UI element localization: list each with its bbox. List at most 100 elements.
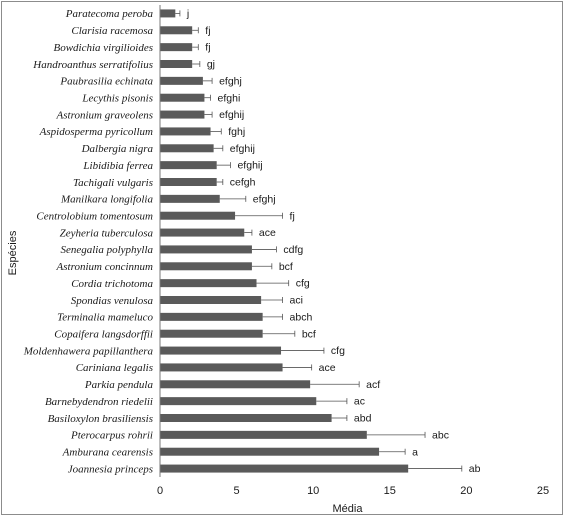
bar — [160, 380, 311, 389]
significance-label: bcf — [279, 261, 293, 273]
x-tick-label: 0 — [157, 485, 163, 497]
error-bar — [210, 128, 222, 135]
error-bar — [366, 431, 426, 438]
category-label: Paratecoma peroba — [65, 8, 154, 20]
significance-label: a — [412, 446, 418, 458]
significance-label: ac — [354, 396, 365, 408]
bar — [160, 9, 176, 18]
bar — [160, 262, 252, 271]
error-bar — [204, 111, 213, 118]
error-bar — [192, 27, 199, 34]
category-label: Handroanthus serratifolius — [32, 59, 153, 71]
x-axis-label: Média — [333, 503, 364, 515]
significance-label: fj — [205, 42, 210, 54]
error-bar — [310, 381, 360, 388]
bar — [160, 430, 367, 439]
error-bar — [262, 330, 296, 337]
bar — [160, 296, 262, 304]
category-label: Cordia trichotoma — [71, 278, 153, 290]
significance-label: abc — [432, 429, 449, 441]
category-label: Cariniana legalis — [76, 362, 153, 374]
bar — [160, 464, 409, 473]
bar — [160, 312, 263, 321]
significance-label: aci — [290, 295, 303, 307]
significance-label: cefgh — [230, 177, 256, 189]
category-label: Basiloxylon brasiliensis — [48, 413, 153, 425]
bar — [160, 60, 193, 68]
error-bar — [408, 465, 463, 472]
bar — [160, 26, 193, 35]
significance-label: efghij — [230, 143, 255, 155]
error-bar — [251, 246, 277, 253]
error-bar — [192, 61, 201, 67]
category-label: Centrolobium tomentosum — [36, 211, 153, 223]
error-bar — [262, 313, 283, 320]
bar — [160, 93, 205, 102]
category-label: Spondias venulosa — [71, 295, 154, 307]
bar — [160, 161, 217, 170]
category-label: Astronium concinnum — [56, 261, 153, 273]
bar — [160, 245, 252, 254]
y-axis-label: Espécies — [7, 230, 19, 275]
error-bar — [281, 347, 325, 354]
error-bar — [316, 398, 348, 405]
x-tick-label: 20 — [460, 485, 472, 497]
bar — [160, 228, 245, 237]
category-label: Parkia pendula — [84, 379, 154, 391]
significance-label: cdfg — [283, 244, 303, 256]
error-bar — [331, 415, 348, 421]
category-label: Pterocarpus rohrii — [70, 430, 153, 442]
error-bar — [204, 94, 211, 101]
category-label: Amburana cearensis — [62, 447, 153, 459]
significance-label: abd — [354, 413, 372, 425]
bar — [160, 144, 214, 153]
error-bar — [282, 364, 313, 371]
category-label: Senegalia polyphylla — [60, 244, 153, 256]
significance-label: ab — [469, 463, 481, 475]
bar — [160, 110, 205, 119]
category-labels: Paratecoma peroba Clarisia racemosa Bowdic… — [23, 8, 154, 475]
bar — [160, 178, 217, 186]
x-tick-label: 25 — [537, 485, 549, 497]
error-bar — [213, 145, 224, 152]
error-bar — [251, 263, 273, 270]
significance-label: acf — [366, 379, 380, 391]
category-label: Libidibia ferrea — [82, 160, 153, 172]
significance-label: abch — [290, 311, 313, 323]
significance-label: fj — [290, 210, 295, 222]
error-bar — [175, 10, 181, 17]
bar — [160, 397, 317, 406]
x-tick-label: 15 — [384, 485, 396, 497]
category-label: Paubrasilia echinata — [59, 76, 153, 88]
significance-label: efghj — [219, 75, 242, 87]
x-tick-label: 5 — [234, 485, 240, 497]
significance-label: fj — [205, 25, 210, 37]
error-bar — [192, 44, 199, 51]
bar — [160, 346, 282, 355]
error-bar — [235, 212, 283, 219]
significance-label: efghij — [219, 109, 244, 121]
significance-label: cfg — [331, 345, 345, 357]
bar — [160, 363, 283, 372]
significance-label: ace — [319, 362, 336, 374]
error-bar — [202, 77, 213, 84]
error-bar — [219, 195, 247, 202]
significance-label: gj — [207, 59, 215, 71]
x-tick-label: 10 — [307, 485, 319, 497]
category-label: Joannesia princeps — [68, 463, 153, 475]
category-label: Aspidosperma pyricollum — [39, 126, 153, 138]
error-bar — [379, 448, 406, 455]
category-label: Tachigali vulgaris — [73, 177, 153, 189]
bar — [160, 127, 211, 136]
significance-label: j — [186, 8, 189, 20]
error-bar — [261, 297, 283, 303]
category-label: Barnebydendron riedelii — [45, 396, 153, 408]
category-label: Bowdichia virgilioides — [54, 42, 154, 54]
significance-label: efghi — [218, 92, 241, 104]
significance-label: bcf — [302, 328, 316, 340]
category-label: Dalbergia nigra — [81, 143, 154, 155]
bar — [160, 194, 220, 203]
bar — [160, 279, 257, 288]
significance-label: efghij — [237, 160, 262, 172]
bar — [160, 414, 332, 422]
